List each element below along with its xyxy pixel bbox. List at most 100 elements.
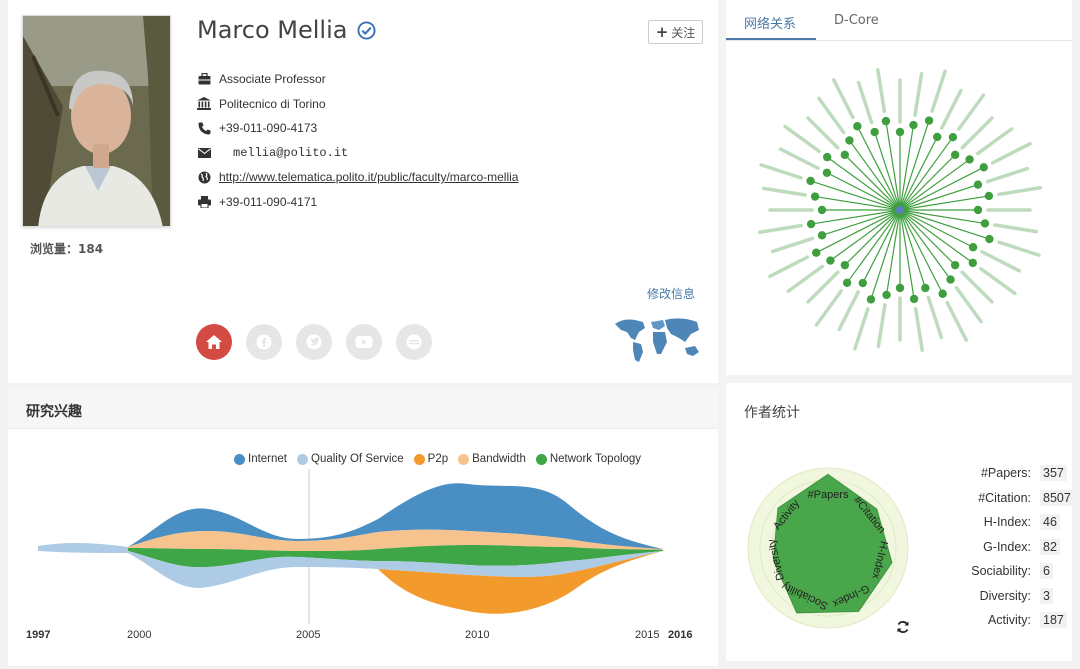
coauthor-node[interactable] <box>965 155 974 164</box>
coauthor-node[interactable] <box>921 283 930 293</box>
interest-streamgraph[interactable] <box>8 469 718 629</box>
center-node[interactable] <box>896 206 904 214</box>
legend-label: Internet <box>248 453 287 465</box>
network-edge <box>899 184 979 211</box>
phone-text: +39-011-090-4173 <box>219 121 318 136</box>
coauthor-label <box>806 116 840 150</box>
refresh-icon[interactable] <box>896 620 910 634</box>
legend-item-internet[interactable]: Internet <box>234 453 287 465</box>
coauthor-node[interactable] <box>806 176 815 186</box>
more-button[interactable] <box>396 324 432 360</box>
globe-icon <box>197 170 211 184</box>
facebook-button[interactable] <box>246 324 282 360</box>
coauthor-node[interactable] <box>973 180 983 189</box>
stat-value: 357 <box>1040 465 1067 482</box>
network-edge <box>811 209 901 225</box>
coauthor-node[interactable] <box>968 243 978 252</box>
coauthor-node[interactable] <box>938 289 947 298</box>
coauthor-node[interactable] <box>924 116 934 125</box>
stats-title: 作者统计 <box>744 405 800 421</box>
stats-radar-chart[interactable]: #Papers #CitationH-IndexG-IndexSociabilit… <box>738 458 918 638</box>
coauthor-label <box>997 240 1041 257</box>
coauthor-node[interactable] <box>909 120 918 130</box>
facebook-icon <box>256 334 272 350</box>
twitter-button[interactable] <box>296 324 332 360</box>
legend-dot <box>297 453 308 465</box>
world-map-icon[interactable] <box>613 316 703 364</box>
coauthor-node[interactable] <box>853 122 862 131</box>
coauthor-node[interactable] <box>826 256 835 265</box>
network-edge <box>885 121 901 211</box>
coauthor-node[interactable] <box>933 132 942 142</box>
edit-info-link[interactable]: 修改信息 <box>647 287 696 301</box>
legend-item-p2p[interactable]: P2p <box>413 453 448 465</box>
coauthor-node[interactable] <box>973 205 983 215</box>
stat-value: 6 <box>1040 563 1053 580</box>
email-text[interactable]: mellia@polito.it <box>233 145 349 160</box>
coauthor-node[interactable] <box>895 127 905 137</box>
coauthor-node[interactable] <box>822 152 832 162</box>
phone-icon <box>197 121 211 135</box>
coauthor-node[interactable] <box>812 248 821 257</box>
stat-row-citation: #Citation: 8507 <box>914 486 1074 511</box>
coauthor-node[interactable] <box>968 258 978 268</box>
home-button[interactable] <box>196 324 232 360</box>
stat-row-papers: #Papers: 357 <box>914 461 1074 486</box>
coauthor-node[interactable] <box>866 295 876 304</box>
coauthor-node[interactable] <box>840 260 850 270</box>
coauthor-node[interactable] <box>946 275 955 284</box>
coauthor-node[interactable] <box>817 231 827 240</box>
coauthor-label <box>837 290 860 332</box>
stat-label: H-Index: <box>983 515 1031 530</box>
coauthor-label <box>913 71 924 117</box>
coauthor-label <box>853 307 870 351</box>
coauthor-node[interactable] <box>845 136 854 145</box>
coauthor-label <box>783 124 821 153</box>
coauthor-node[interactable] <box>985 234 994 244</box>
network-edge <box>899 120 930 211</box>
institution-icon <box>197 97 211 111</box>
year-2000: 2000 <box>127 629 152 641</box>
position-row: Associate Professor <box>197 67 518 92</box>
coauthor-label <box>980 250 1022 273</box>
network-edge <box>899 124 915 211</box>
coauthor-node[interactable] <box>817 205 827 215</box>
legend-item-bandwidth[interactable]: Bandwidth <box>458 453 526 465</box>
coauthor-node[interactable] <box>950 260 960 270</box>
radar-area <box>772 473 893 614</box>
coauthor-network-graph[interactable] <box>726 44 1072 370</box>
stat-value: 46 <box>1040 514 1060 531</box>
tab-network[interactable]: 网络关系 <box>744 17 797 32</box>
network-edge <box>810 180 901 211</box>
active-tab-indicator <box>726 38 816 40</box>
coauthor-node[interactable] <box>950 150 960 160</box>
coauthor-node[interactable] <box>858 278 867 288</box>
coauthor-node[interactable] <box>810 192 820 201</box>
coauthor-node[interactable] <box>822 168 832 177</box>
network-edge <box>848 140 901 211</box>
coauthor-node[interactable] <box>984 191 994 201</box>
video-button[interactable] <box>346 324 382 360</box>
coauthor-node[interactable] <box>948 132 958 142</box>
tab-dcore[interactable]: D-Core <box>834 13 879 28</box>
coauthor-node[interactable] <box>806 219 816 229</box>
legend-label: Network Topology <box>549 453 642 465</box>
coauthor-node[interactable] <box>980 219 990 228</box>
stream-p2p <box>378 551 663 614</box>
coauthor-node[interactable] <box>979 163 988 172</box>
coauthor-node[interactable] <box>909 294 919 304</box>
coauthor-node[interactable] <box>881 116 891 126</box>
coauthor-node[interactable] <box>842 278 852 288</box>
fax-row: +39-011-090-4171 <box>197 190 518 215</box>
follow-button[interactable]: + 关注 <box>648 20 703 44</box>
coauthor-node[interactable] <box>840 150 850 160</box>
coauthor-label <box>759 163 803 180</box>
coauthor-label <box>768 255 810 279</box>
coauthor-node[interactable] <box>870 127 879 137</box>
coauthor-node[interactable] <box>882 290 891 300</box>
legend-item-quality-of-service[interactable]: Quality Of Service <box>297 453 404 465</box>
legend-item-network-topology[interactable]: Network Topology <box>535 453 642 465</box>
homepage-link[interactable]: http://www.telematica.polito.it/public/f… <box>219 170 519 185</box>
coauthor-node[interactable] <box>895 283 905 293</box>
coauthor-label <box>985 166 1030 184</box>
